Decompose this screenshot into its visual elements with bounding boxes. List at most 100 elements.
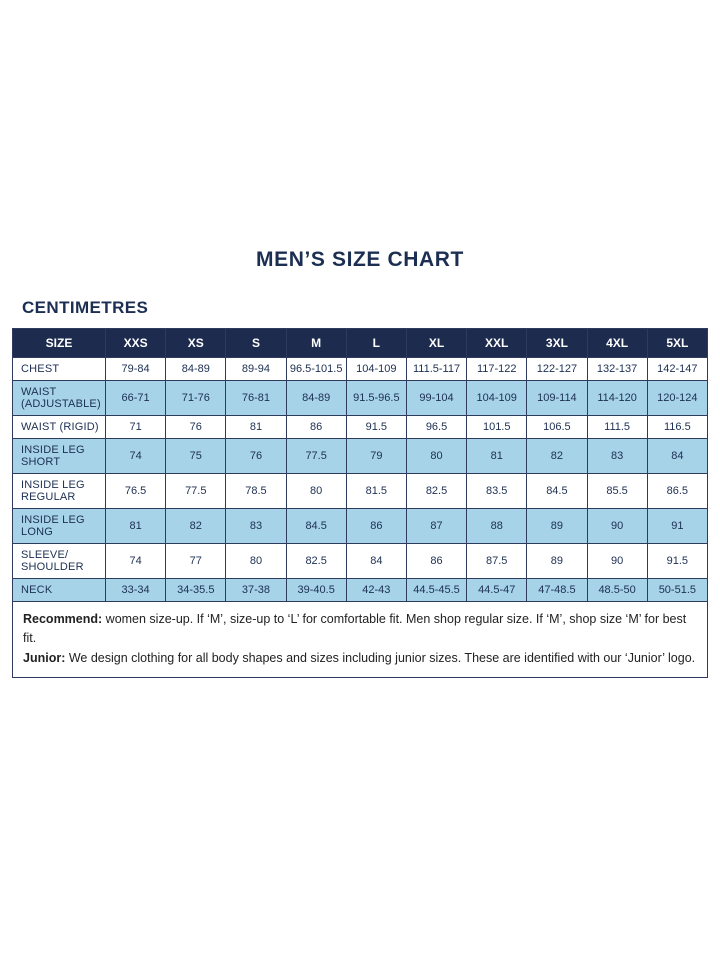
page-title: MEN’S SIZE CHART bbox=[256, 248, 464, 271]
column-header-xxs: XXS bbox=[104, 328, 167, 358]
row-label: INSIDE LEG REGULAR bbox=[12, 473, 106, 509]
size-value-cell: 74 bbox=[104, 543, 167, 579]
recommend-label: Recommend: bbox=[23, 612, 103, 626]
size-value-cell: 76-81 bbox=[225, 380, 287, 416]
size-value-cell: 83 bbox=[586, 438, 648, 474]
table-body: CHEST 79-84 84-89 89-94 96.5-101.5 104-109 111… bbox=[12, 357, 709, 602]
size-value-cell: 39-40.5 bbox=[285, 578, 347, 602]
size-value-cell: 44.5-47 bbox=[466, 578, 528, 602]
size-value-cell: 86 bbox=[285, 415, 347, 439]
size-value-cell: 86 bbox=[345, 508, 407, 544]
size-value-cell: 132-137 bbox=[586, 357, 648, 381]
table-row: INSIDE LEG SHORT 74 75 76 77.5 79 80 81 82 83 84 bbox=[12, 438, 709, 474]
size-value-cell: 48.5-50 bbox=[586, 578, 648, 602]
size-value-cell: 99-104 bbox=[405, 380, 468, 416]
table-row: WAIST (RIGID) 71 76 81 86 91.5 96.5 101.5 106.5 1… bbox=[12, 415, 709, 439]
size-value-cell: 117-122 bbox=[466, 357, 528, 381]
table-row: CHEST 79-84 84-89 89-94 96.5-101.5 104-109 111… bbox=[12, 357, 709, 381]
size-chart-page: MEN’S SIZE CHART CENTIMETRES SIZE XXS XS S M… bbox=[12, 248, 709, 679]
size-value-cell: 81.5 bbox=[345, 473, 407, 509]
size-value-cell: 104-109 bbox=[345, 357, 407, 381]
mens-size-table: SIZE XXS XS S M L XL XXL 3XL 4XL 5XL CHEST 79-84 84-… bbox=[12, 328, 709, 602]
size-value-cell: 96.5 bbox=[405, 415, 468, 439]
column-header-l: L bbox=[345, 328, 407, 358]
size-value-cell: 80 bbox=[225, 543, 287, 579]
size-value-cell: 87.5 bbox=[466, 543, 528, 579]
size-value-cell: 89-94 bbox=[225, 357, 287, 381]
size-value-cell: 80 bbox=[405, 438, 468, 474]
size-value-cell: 77.5 bbox=[165, 473, 227, 509]
size-value-cell: 79 bbox=[345, 438, 407, 474]
size-value-cell: 90 bbox=[586, 508, 648, 544]
row-label: INSIDE LEG SHORT bbox=[12, 438, 106, 474]
size-value-cell: 50-51.5 bbox=[646, 578, 709, 602]
size-value-cell: 84 bbox=[345, 543, 407, 579]
junior-note: Junior: We design clothing for all body … bbox=[23, 649, 697, 668]
size-value-cell: 104-109 bbox=[466, 380, 528, 416]
size-value-cell: 91.5-96.5 bbox=[345, 380, 407, 416]
recommend-note: Recommend: women size-up. If ‘M’, size-u… bbox=[23, 610, 697, 649]
size-value-cell: 122-127 bbox=[526, 357, 588, 381]
size-value-cell: 91.5 bbox=[646, 543, 709, 579]
row-label: WAIST (RIGID) bbox=[12, 415, 106, 439]
junior-text: We design clothing for all body shapes a… bbox=[65, 650, 696, 665]
size-value-cell: 89 bbox=[526, 543, 588, 579]
size-value-cell: 111.5 bbox=[586, 415, 648, 439]
size-value-cell: 44.5-45.5 bbox=[405, 578, 468, 602]
footnote-box: Recommend: women size-up. If ‘M’, size-u… bbox=[12, 602, 708, 679]
size-value-cell: 120-124 bbox=[646, 380, 709, 416]
table-row: INSIDE LEG REGULAR 76.5 77.5 78.5 80 81.5 82.5… bbox=[12, 473, 709, 509]
size-value-cell: 81 bbox=[466, 438, 528, 474]
size-value-cell: 87 bbox=[405, 508, 468, 544]
column-header-3xl: 3XL bbox=[526, 328, 588, 358]
size-value-cell: 71-76 bbox=[165, 380, 227, 416]
size-value-cell: 109-114 bbox=[526, 380, 588, 416]
size-value-cell: 76.5 bbox=[104, 473, 167, 509]
column-header-xxl: XXL bbox=[466, 328, 528, 358]
size-value-cell: 86.5 bbox=[646, 473, 709, 509]
size-value-cell: 66-71 bbox=[104, 380, 167, 416]
column-header-4xl: 4XL bbox=[586, 328, 648, 358]
table-row: NECK 33-34 34-35.5 37-38 39-40.5 42-43 44.5-45… bbox=[12, 578, 709, 602]
size-value-cell: 91 bbox=[646, 508, 709, 544]
size-value-cell: 96.5-101.5 bbox=[285, 357, 347, 381]
size-value-cell: 74 bbox=[104, 438, 167, 474]
row-label: NECK bbox=[12, 578, 106, 602]
size-value-cell: 86 bbox=[405, 543, 468, 579]
size-value-cell: 83 bbox=[225, 508, 287, 544]
size-value-cell: 75 bbox=[165, 438, 227, 474]
size-value-cell: 82.5 bbox=[285, 543, 347, 579]
size-value-cell: 85.5 bbox=[586, 473, 648, 509]
size-value-cell: 42-43 bbox=[345, 578, 407, 602]
size-value-cell: 142-147 bbox=[646, 357, 709, 381]
column-header-xl: XL bbox=[405, 328, 468, 358]
size-value-cell: 84.5 bbox=[526, 473, 588, 509]
size-value-cell: 47-48.5 bbox=[526, 578, 588, 602]
size-value-cell: 81 bbox=[225, 415, 287, 439]
column-header-xs: XS bbox=[165, 328, 227, 358]
column-header-s: S bbox=[225, 328, 287, 358]
table-row: WAIST (ADJUSTABLE) 66-71 71-76 76-81 84-89 91… bbox=[12, 380, 709, 416]
size-value-cell: 81 bbox=[104, 508, 167, 544]
table-row: SLEEVE/ SHOULDER 74 77 80 82.5 84 86 87.5 89 90 91… bbox=[12, 543, 709, 579]
size-value-cell: 84 bbox=[646, 438, 709, 474]
row-label: INSIDE LEG LONG bbox=[12, 508, 106, 544]
size-value-cell: 37-38 bbox=[225, 578, 287, 602]
row-label: WAIST (ADJUSTABLE) bbox=[12, 380, 106, 416]
size-value-cell: 116.5 bbox=[646, 415, 709, 439]
size-value-cell: 91.5 bbox=[345, 415, 407, 439]
column-header-size: SIZE bbox=[12, 328, 106, 358]
size-value-cell: 114-120 bbox=[586, 380, 648, 416]
column-header-m: M bbox=[285, 328, 347, 358]
row-label: CHEST bbox=[12, 357, 106, 381]
size-value-cell: 88 bbox=[466, 508, 528, 544]
size-value-cell: 33-34 bbox=[104, 578, 167, 602]
size-value-cell: 82 bbox=[526, 438, 588, 474]
recommend-text: women size-up. If ‘M’, size-up to ‘L’ fo… bbox=[23, 612, 687, 646]
size-value-cell: 80 bbox=[285, 473, 347, 509]
size-value-cell: 83.5 bbox=[466, 473, 528, 509]
size-value-cell: 106.5 bbox=[526, 415, 588, 439]
table-row: INSIDE LEG LONG 81 82 83 84.5 86 87 88 89 90 91 bbox=[12, 508, 709, 544]
size-value-cell: 82 bbox=[165, 508, 227, 544]
size-value-cell: 76 bbox=[165, 415, 227, 439]
